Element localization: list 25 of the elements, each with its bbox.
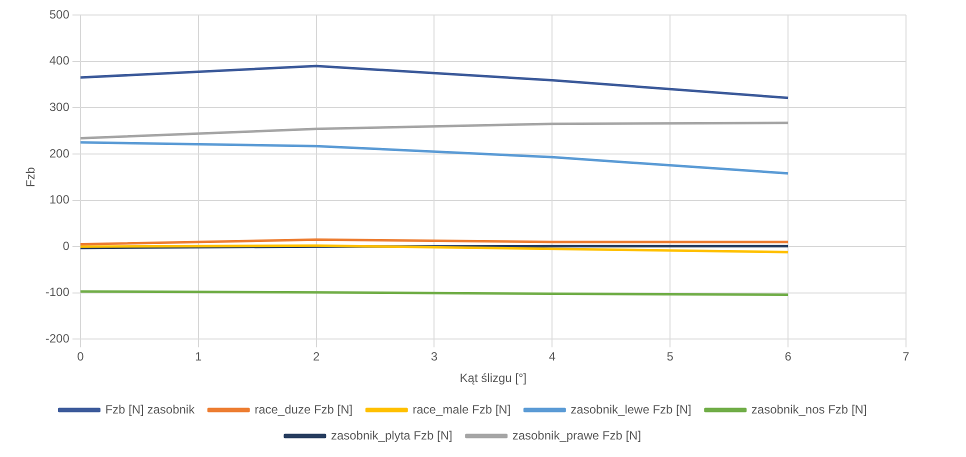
- x-tick-label: 6: [784, 350, 792, 364]
- legend-label: zasobnik_nos Fzb [N]: [751, 402, 867, 416]
- x-tick-label: 4: [548, 350, 556, 364]
- x-tick-label: 7: [902, 350, 910, 364]
- x-axis-title: Kąt ślizgu [°]: [460, 371, 527, 386]
- y-tick-label: -200: [45, 332, 70, 346]
- y-tick-label: 200: [49, 146, 70, 160]
- y-tick-label: 300: [49, 100, 70, 114]
- y-tick-label: -100: [45, 285, 70, 300]
- x-tick-label: 3: [430, 350, 438, 364]
- legend-label: zasobnik_plyta Fzb [N]: [330, 428, 452, 442]
- y-tick-label: 500: [49, 7, 70, 22]
- y-axis-title: Fzb: [24, 166, 38, 188]
- legend-label: zasobnik_prawe Fzb [N]: [512, 428, 642, 442]
- y-tick-label: 0: [62, 238, 70, 253]
- x-tick-label: 5: [666, 350, 674, 364]
- legend-label: Fzb [N] zasobnik: [105, 402, 196, 416]
- x-tick-label: 0: [77, 350, 84, 364]
- x-tick-label: 2: [312, 350, 320, 364]
- legend-label: race_duze Fzb [N]: [254, 402, 353, 416]
- x-tick-label: 1: [195, 350, 202, 364]
- legend-label: zasobnik_lewe Fzb [N]: [570, 402, 692, 416]
- legend-label: race_male Fzb [N]: [412, 402, 511, 416]
- y-tick-label: 400: [49, 54, 70, 68]
- y-tick-label: 100: [49, 192, 70, 207]
